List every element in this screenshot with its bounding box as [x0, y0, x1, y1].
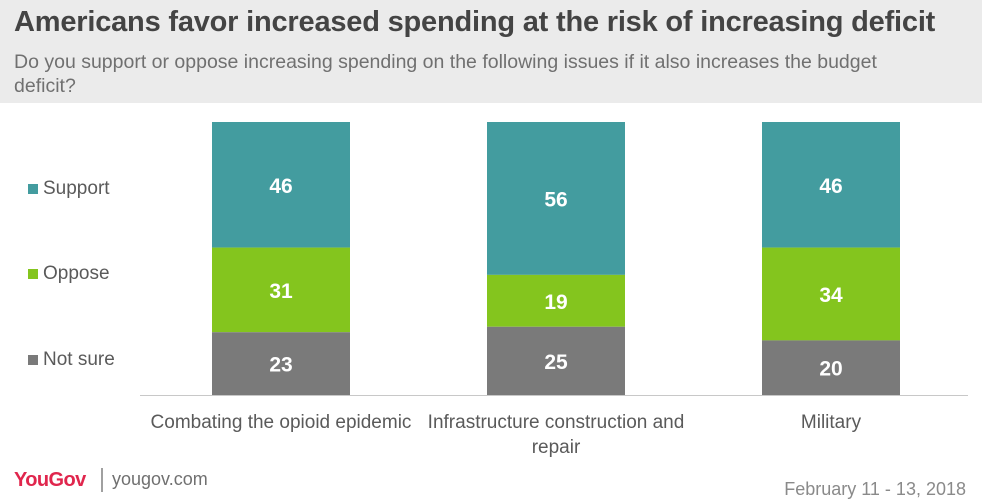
bar-segment-opioid-oppose	[212, 247, 350, 333]
data-label-infrastructure-not-sure: 25	[544, 351, 568, 374]
data-label-opioid-oppose: 31	[269, 280, 293, 303]
footer-divider	[101, 468, 103, 492]
data-label-infrastructure-oppose: 19	[544, 291, 567, 314]
stacked-bar-chart: 46 31 23 56 19 25 46 34 20	[140, 122, 968, 396]
bar-segment-infrastructure-oppose	[487, 274, 625, 327]
category-label-military: Military	[800, 412, 862, 433]
legend-label-not-sure: Not sure	[43, 349, 115, 370]
legend-swatch-oppose	[28, 269, 38, 279]
legend-swatch-support	[28, 184, 38, 194]
legend-item-oppose: Oppose	[28, 263, 110, 285]
legend-swatch-not-sure	[28, 355, 38, 365]
bar-segment-opioid-support	[212, 122, 350, 248]
legend-item-support: Support	[28, 178, 110, 200]
footer-date: February 11 - 13, 2018	[784, 479, 966, 499]
data-label-military-support: 46	[819, 175, 842, 198]
bar-segment-military-support	[762, 122, 900, 248]
category-label-infrastructure: Infrastructure construction and repair	[427, 412, 685, 458]
data-label-opioid-support: 46	[269, 175, 292, 198]
data-label-military-not-sure: 20	[819, 358, 842, 381]
data-label-infrastructure-support: 56	[544, 188, 567, 211]
legend-label-support: Support	[43, 178, 110, 199]
bar-segment-infrastructure-not-sure	[487, 326, 625, 395]
data-label-opioid-not-sure: 23	[269, 354, 292, 377]
data-label-military-oppose: 34	[819, 284, 843, 307]
footer-site-link: yougov.com	[112, 469, 208, 489]
bar-segment-infrastructure-support	[487, 122, 625, 275]
yougov-logo: YouGov	[14, 469, 86, 491]
header-band: Americans favor increased spending at th…	[0, 0, 982, 103]
bar-segment-military-oppose	[762, 247, 900, 341]
bar-segment-opioid-not-sure	[212, 332, 350, 395]
legend-label-oppose: Oppose	[43, 263, 110, 284]
chart-title: Americans favor increased spending at th…	[14, 6, 936, 38]
category-label-opioid: Combating the opioid epidemic	[150, 412, 412, 433]
bar-segment-military-not-sure	[762, 340, 900, 395]
chart-subtitle: Do you support or oppose increasing spen…	[14, 51, 877, 97]
legend-item-not-sure: Not sure	[28, 349, 115, 371]
